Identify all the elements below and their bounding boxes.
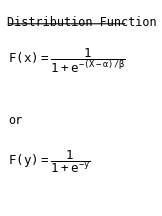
Text: Distribution Function: Distribution Function [7, 16, 156, 29]
Text: or: or [8, 114, 22, 127]
Text: $\mathtt{F(x)=\dfrac{1}{1+e^{-(X-\alpha)/\beta}}}$: $\mathtt{F(x)=\dfrac{1}{1+e^{-(X-\alpha)… [8, 47, 126, 76]
Text: $\mathtt{F(y)=\dfrac{1}{1+e^{-y}}}$: $\mathtt{F(y)=\dfrac{1}{1+e^{-y}}}$ [8, 148, 91, 175]
